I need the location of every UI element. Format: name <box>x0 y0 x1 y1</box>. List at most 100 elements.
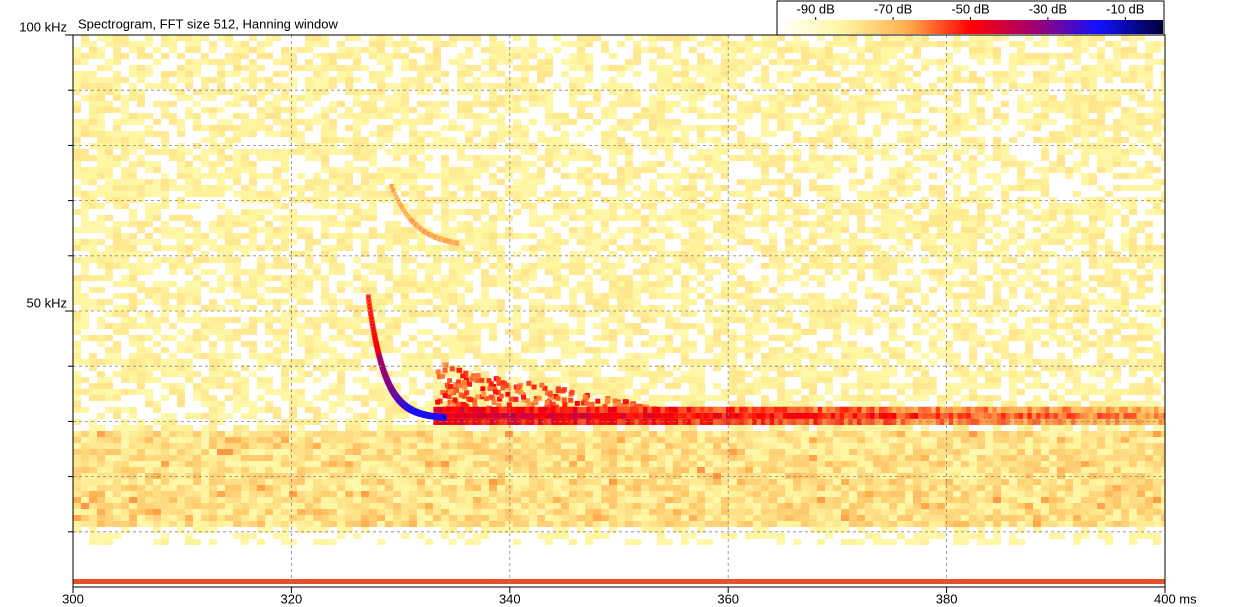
spectrogram-cell <box>577 215 585 221</box>
spectrogram-cell <box>337 299 345 305</box>
spectrogram-cell <box>353 143 361 149</box>
spectrogram-cell <box>473 209 481 215</box>
spectrogram-cell <box>641 497 649 503</box>
spectrogram-cell <box>185 485 193 491</box>
spectrogram-cell <box>409 47 417 53</box>
spectrogram-cell <box>241 77 249 83</box>
spectrogram-cell <box>633 173 641 179</box>
spectrogram-cell <box>705 503 713 509</box>
spectrogram-cell <box>425 497 433 503</box>
spectrogram-cell <box>89 503 97 509</box>
spectrogram-cell <box>609 269 617 275</box>
spectrogram-cell <box>689 311 697 317</box>
spectrogram-cell <box>369 485 377 491</box>
spectrogram-cell <box>545 53 553 59</box>
spectrogram-cell <box>265 527 273 533</box>
spectrogram-cell <box>89 491 97 497</box>
spectrogram-cell <box>697 515 705 521</box>
spectrogram-cell <box>449 443 457 449</box>
spectrogram-cell <box>265 227 273 233</box>
spectrogram-cell <box>105 161 113 167</box>
spectrogram-cell <box>193 65 201 71</box>
spectrogram-cell <box>73 101 81 107</box>
spectrogram-cell <box>649 479 657 485</box>
spectrogram-cell <box>97 77 105 83</box>
spectrogram-cell <box>713 125 721 131</box>
spectrogram-cell <box>81 227 89 233</box>
spectrogram-cell <box>329 263 337 269</box>
spectrogram-cell <box>313 497 321 503</box>
spectrogram-cell <box>569 473 577 479</box>
spectrogram-cell <box>705 113 713 119</box>
spectrogram-cell <box>657 125 665 131</box>
spectrogram-cell <box>505 317 513 323</box>
spectrogram-cell <box>233 125 241 131</box>
spectrogram-cell <box>153 167 161 173</box>
spectrogram-cell <box>353 119 361 125</box>
spectrogram-cell <box>177 293 185 299</box>
spectrogram-cell <box>241 113 249 119</box>
spectrogram-cell <box>281 299 289 305</box>
spectrogram-cell <box>369 305 377 311</box>
spectrogram-cell <box>89 203 97 209</box>
spectrogram-cell <box>577 197 585 203</box>
spectrogram-cell <box>649 185 657 191</box>
spectrogram-cell <box>697 509 705 515</box>
spectrogram-cell <box>393 179 401 185</box>
spectrogram-cell <box>305 35 313 41</box>
spectrogram-cell <box>233 407 241 413</box>
spectrogram-cell <box>313 173 321 179</box>
spectrogram-cell <box>489 335 497 341</box>
spectrogram-cell <box>97 203 105 209</box>
spectrogram-cell <box>521 347 529 353</box>
spectrogram-cell <box>489 521 497 527</box>
spectrogram-cell <box>81 461 89 467</box>
spectrogram-cell <box>153 515 161 521</box>
spectrogram-cell <box>561 371 569 377</box>
spectrogram-cell <box>521 521 529 527</box>
spectrogram-cell <box>633 197 641 203</box>
spectrogram-cell <box>673 473 681 479</box>
spectrogram-cell <box>105 107 113 113</box>
spectrogram-cell <box>529 215 537 221</box>
spectrogram-cell <box>537 473 545 479</box>
spectrogram-cell <box>361 443 369 449</box>
spectrogram-cell <box>537 59 545 65</box>
spectrogram-cell <box>329 365 337 371</box>
spectrogram-cell <box>105 485 113 491</box>
spectrogram-cell <box>385 197 393 203</box>
spectrogram-cell <box>249 101 257 107</box>
spectrogram-cell <box>577 41 585 47</box>
spectrogram-cell <box>665 83 673 89</box>
spectrogram-cell <box>521 461 529 467</box>
spectrogram-cell <box>393 455 401 461</box>
spectrogram-cell <box>585 65 593 71</box>
spectrogram-cell <box>433 389 441 395</box>
spectrogram-cell <box>593 485 601 491</box>
spectrogram-cell <box>529 83 537 89</box>
spectrogram-cell <box>649 293 657 299</box>
spectrogram-cell <box>233 215 241 221</box>
spectrogram-cell <box>689 107 697 113</box>
spectrogram-cell <box>105 437 113 443</box>
spectrogram-cell <box>153 185 161 191</box>
spectrogram-cell <box>681 257 689 263</box>
spectrogram-cell <box>153 239 161 245</box>
spectrogram-cell <box>729 305 737 311</box>
spectrogram-cell <box>225 437 233 443</box>
spectrogram-cell <box>409 467 417 473</box>
spectrogram-cell <box>569 497 577 503</box>
spectrogram-cell <box>313 215 321 221</box>
spectrogram-cell <box>657 227 665 233</box>
spectrogram-cell <box>313 503 321 509</box>
spectrogram-cell <box>409 431 417 437</box>
spectrogram-cell <box>73 155 81 161</box>
spectrogram-cell <box>97 515 105 521</box>
spectrogram-cell <box>417 221 425 227</box>
spectrogram-cell <box>481 197 489 203</box>
spectrogram-cell <box>401 467 409 473</box>
spectrogram-cell <box>329 137 337 143</box>
spectrogram-cell <box>745 149 753 155</box>
spectrogram-cell <box>401 35 409 41</box>
spectrogram-cell <box>121 407 129 413</box>
